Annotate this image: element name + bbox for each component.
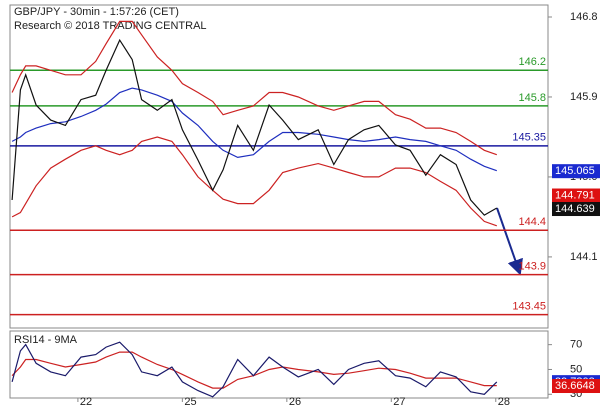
value-box: [552, 379, 600, 394]
level-label: 145.8: [518, 92, 546, 104]
y-tick-label: 144.1: [570, 251, 598, 263]
x-tick-label: 28: [498, 396, 510, 408]
value-box-label: 145.065: [555, 165, 595, 177]
y-tick-label: 70: [570, 339, 582, 351]
series-line: [11, 341, 498, 398]
x-tick-label: 26: [289, 396, 301, 408]
chart-subtitle: Research © 2018 TRADING CENTRAL: [14, 20, 207, 32]
value-box: [552, 202, 600, 217]
series-line: [11, 87, 497, 172]
value-box: [552, 188, 600, 203]
level-label: 143.9: [518, 261, 546, 273]
y-tick-label: 146.8: [570, 11, 598, 23]
series-line: [11, 20, 497, 156]
value-box-label: 144.639: [555, 203, 595, 215]
value-box-label: 144.791: [555, 189, 595, 201]
series-line: [11, 351, 497, 389]
level-label: 143.45: [512, 301, 546, 313]
rsi-panel-frame: [9, 330, 549, 399]
value-box-label: 36.6648: [555, 380, 595, 392]
y-tick-label: 50: [570, 363, 582, 375]
level-label: 145.35: [512, 132, 546, 144]
value-box: [552, 164, 600, 179]
forecast-arrow: [496, 207, 523, 276]
price-panel-frame: [9, 4, 549, 329]
series-line: [11, 136, 497, 227]
level-label: 146.2: [518, 56, 546, 68]
y-tick-label: 145.9: [570, 91, 598, 103]
series-line: [11, 38, 498, 216]
rsi-title: RSI14 - 9MA: [14, 334, 78, 346]
x-tick-label: 25: [184, 396, 196, 408]
level-label: 144.4: [518, 216, 546, 228]
x-tick-label: 27: [393, 396, 405, 408]
x-tick-label: 22: [80, 396, 92, 408]
chart-title: GBP/JPY - 30min - 1:57:26 (CET): [14, 6, 179, 18]
